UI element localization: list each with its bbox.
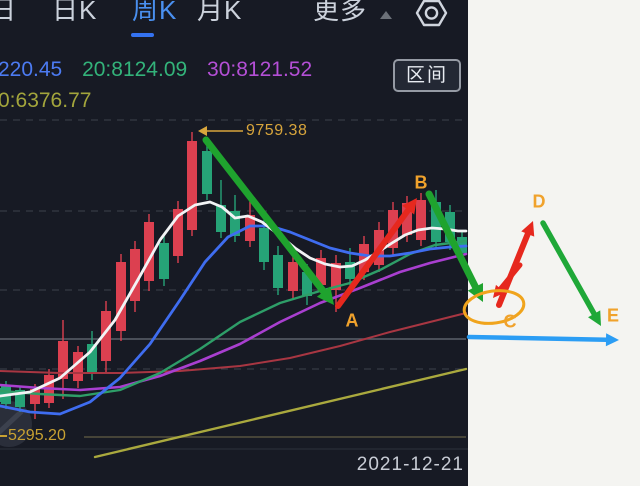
ma-indicator-row-2: 0:6376.77 [0,89,91,113]
annotation-label-c: C [503,311,517,332]
tab-weekly-k[interactable]: 周K [132,0,178,25]
annotation-label-a: A [345,310,359,331]
more-caret-icon [380,11,392,19]
period-tab-bar: 日 日K 周K 月K 更多 [0,0,468,42]
annotation-label-b: B [414,172,428,193]
ma20-value: 20:8124.09 [82,58,188,81]
ma30-value: 30:8121.52 [207,58,313,81]
active-tab-underline [131,33,154,37]
low-price-tick [0,435,7,437]
ma-indicator-row-1: 220.45 20:8124.09 30:8121.52 [0,58,326,82]
high-price-label: 9759.38 [246,122,308,139]
annotation-label-d: D [532,191,546,212]
annotation-label-e: E [606,305,620,326]
tab-daily-k[interactable]: 日K [52,0,98,25]
ma10-value: 220.45 [0,58,63,81]
tab-monthly-k[interactable]: 月K [197,0,243,25]
chart-settings-icon[interactable] [413,0,451,38]
ma60-value: 0:6376.77 [0,89,92,112]
date-label: 2021-12-21 [356,454,464,475]
low-price-label: 5295.20 [8,427,66,444]
range-button[interactable]: 区间 [393,59,461,92]
tab-partial-left[interactable]: 日 [0,0,18,25]
tab-more[interactable]: 更多 [313,0,368,25]
